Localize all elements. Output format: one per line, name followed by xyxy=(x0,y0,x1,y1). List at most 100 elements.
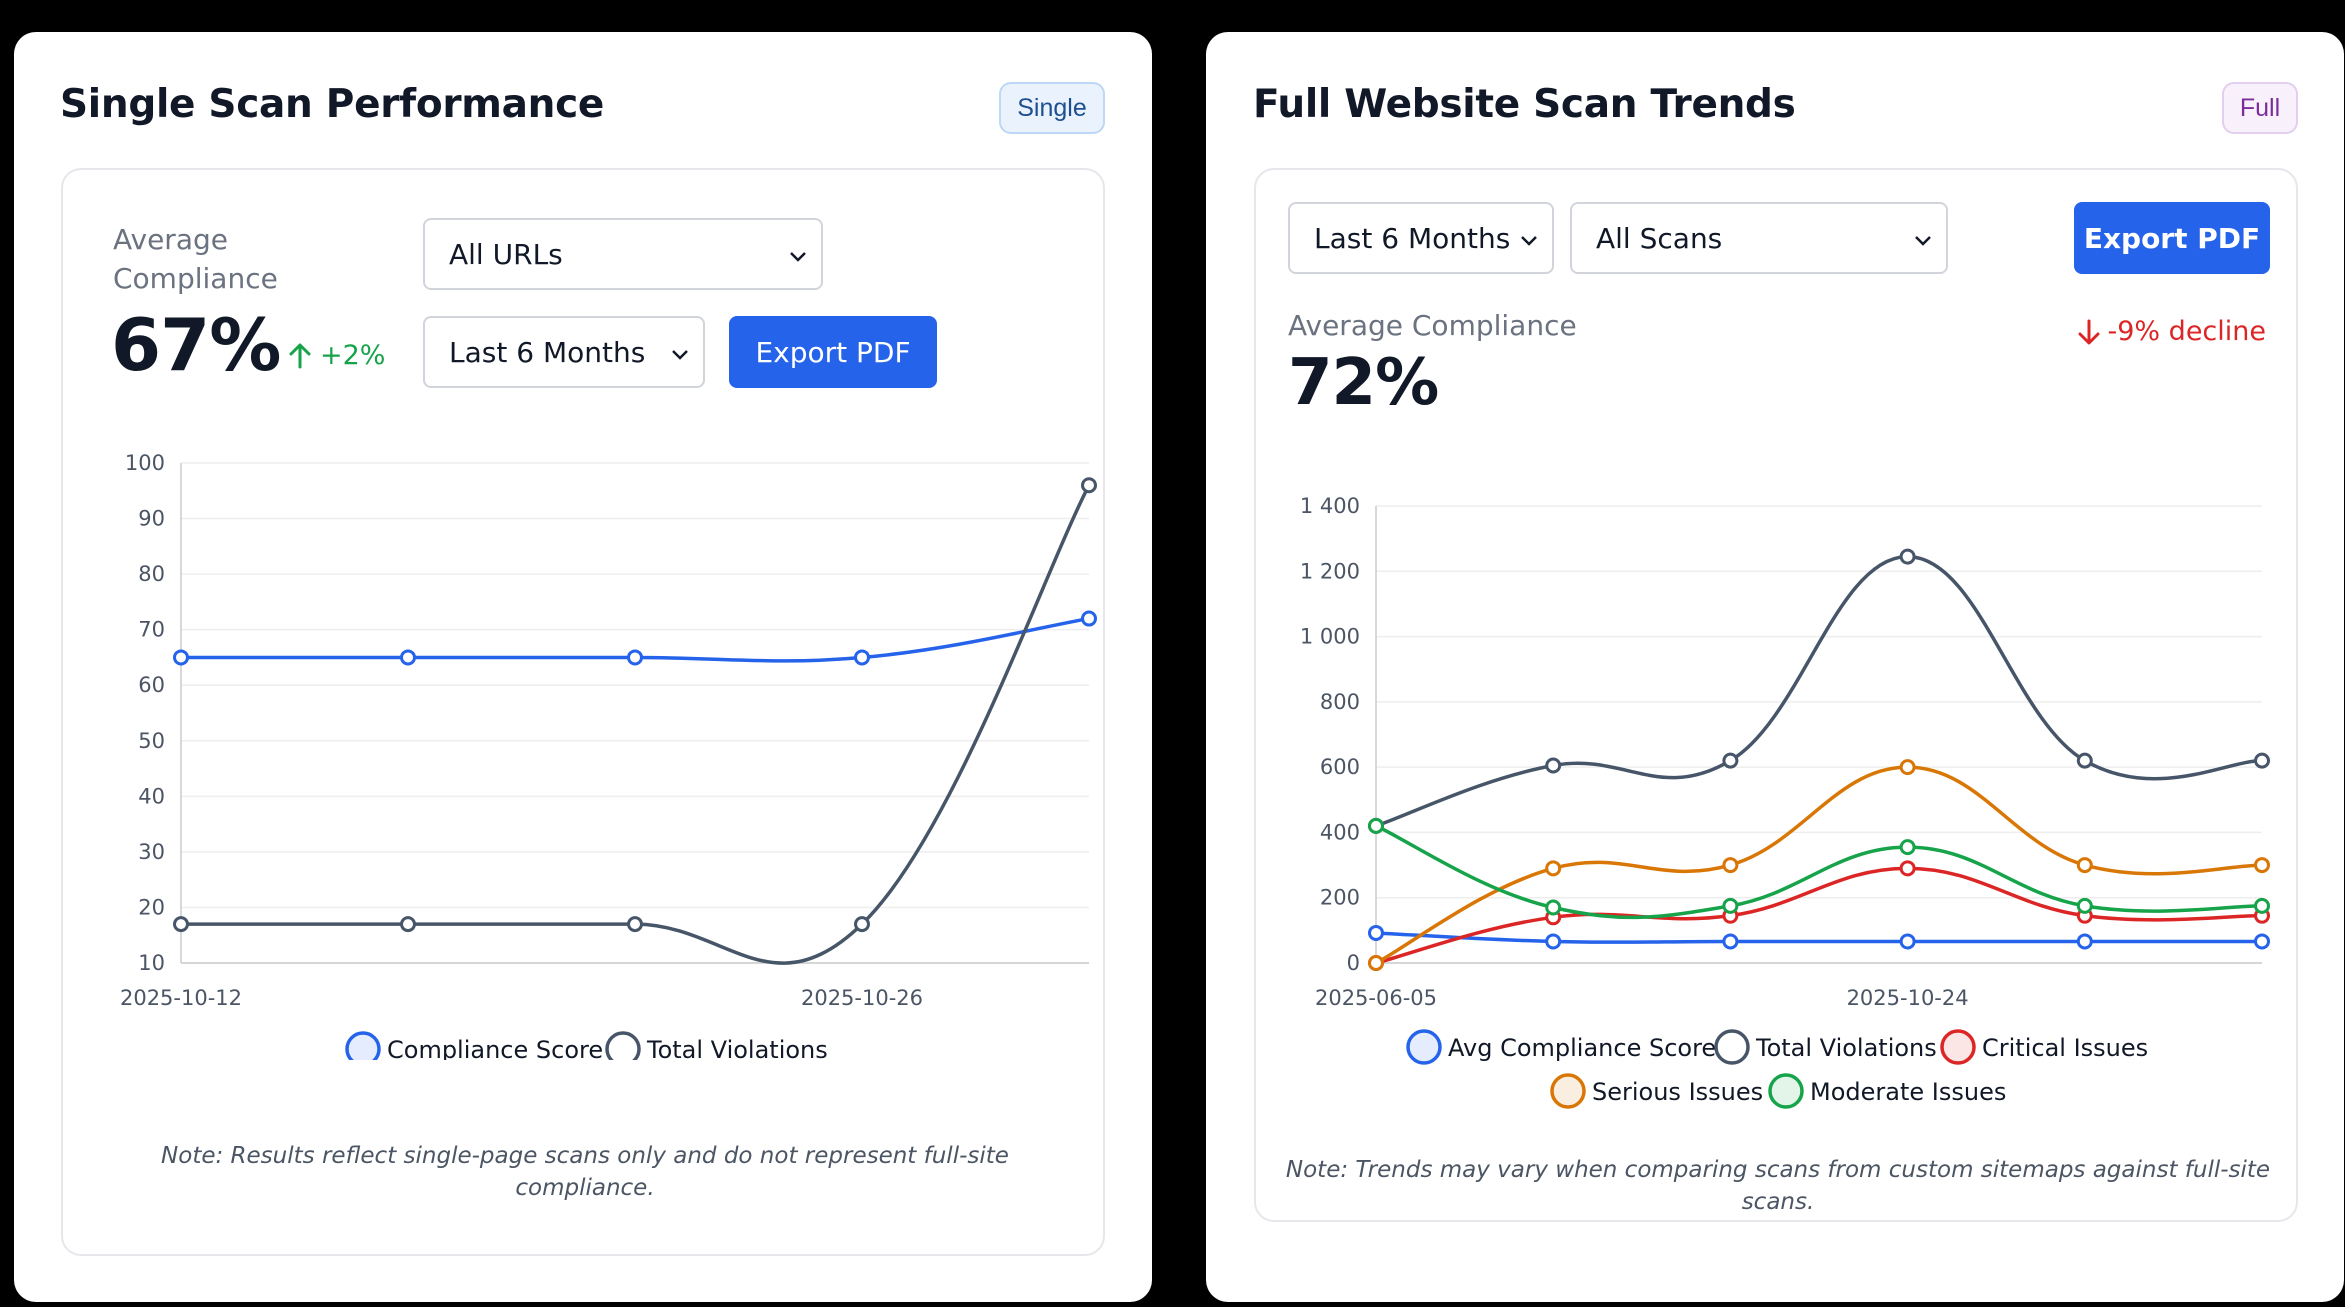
data-point xyxy=(2076,752,2093,769)
single-scan-chart: 100 90 80 70 60 50 40 30 20 10 2025-10-12 2025-10-2… xyxy=(120,451,1097,1060)
y-tick-label: 10 xyxy=(138,951,165,975)
full-card-title: Full Website Scan Trends xyxy=(1253,82,1796,127)
average-compliance-value: 72% xyxy=(1288,346,1439,420)
data-point xyxy=(627,916,643,933)
metric-label-line1: Average xyxy=(113,223,228,256)
data-point xyxy=(2076,933,2093,950)
range-select-value: Last 6 Months xyxy=(449,335,646,369)
data-point xyxy=(854,649,870,666)
full-scan-card: Full Website Scan Trends Full Last 6 Mon… xyxy=(1206,32,2344,1302)
legend-marker[interactable] xyxy=(1714,1029,1750,1065)
legend-marker[interactable] xyxy=(345,1031,381,1060)
data-point xyxy=(2254,752,2270,769)
data-point xyxy=(1545,757,1562,774)
data-point xyxy=(1545,860,1562,877)
single-note: Note: Results reflect single-page scans … xyxy=(123,1140,1047,1204)
legend-label[interactable]: Critical Issues xyxy=(1982,1034,2148,1062)
export-pdf-button[interactable]: Export PDF xyxy=(2074,202,2270,274)
scan-type-select[interactable]: All Scans xyxy=(1570,202,1948,274)
data-point xyxy=(627,649,643,666)
legend-label[interactable]: Avg Compliance Score xyxy=(1448,1034,1716,1062)
legend-marker[interactable] xyxy=(1940,1029,1976,1065)
data-point xyxy=(2254,897,2270,914)
y-tick-label: 0 xyxy=(1347,951,1360,975)
full-scan-chart: 1 400 1 200 1 000 800 600 400 200 0 2025-06-05 20… xyxy=(1300,494,2270,1109)
series-line xyxy=(1375,765,2263,965)
legend-label[interactable]: Total Violations xyxy=(646,1036,828,1060)
chevron-down-icon xyxy=(672,350,688,360)
legend-label[interactable]: Compliance Score xyxy=(387,1036,603,1060)
data-point xyxy=(1368,924,1384,941)
data-point xyxy=(2076,857,2093,874)
legend-label[interactable]: Serious Issues xyxy=(1592,1078,1763,1106)
x-tick-label: 2025-10-26 xyxy=(801,986,923,1010)
data-point xyxy=(1899,860,1916,877)
data-point xyxy=(400,916,416,933)
chevron-down-icon xyxy=(790,252,806,262)
url-select-value: All URLs xyxy=(449,237,563,271)
single-card-title: Single Scan Performance xyxy=(60,82,605,127)
data-point xyxy=(1899,759,1916,776)
data-point xyxy=(2254,933,2270,950)
range-select[interactable]: Last 6 Months xyxy=(423,316,705,388)
series-line xyxy=(1375,931,2262,944)
change-value: +2% xyxy=(320,340,386,371)
data-point xyxy=(2254,857,2270,874)
y-tick-label: 600 xyxy=(1320,755,1360,779)
data-point xyxy=(173,916,189,933)
y-tick-label: 90 xyxy=(138,507,165,531)
data-point xyxy=(1545,933,1562,950)
scan-select-value: All Scans xyxy=(1596,221,1723,255)
arrow-up-icon xyxy=(289,343,311,368)
series-line xyxy=(1375,866,2263,965)
single-panel: Average Compliance 67% +2% All URLs Last… xyxy=(61,168,1105,1256)
y-tick-label: 80 xyxy=(138,562,165,586)
y-tick-label: 20 xyxy=(138,895,165,919)
change-value: -9% decline xyxy=(2107,316,2266,347)
full-note: Note: Trends may vary when comparing sca… xyxy=(1276,1154,2280,1218)
data-point xyxy=(1722,933,1739,950)
y-tick-label: 40 xyxy=(138,784,165,808)
data-point xyxy=(1722,752,1739,769)
x-tick-label: 2025-10-24 xyxy=(1847,986,1969,1010)
note-line2: compliance. xyxy=(515,1175,655,1201)
y-tick-label: 70 xyxy=(138,618,165,642)
y-tick-label: 800 xyxy=(1320,690,1360,714)
note-line2: scans. xyxy=(1741,1189,1815,1215)
compliance-change: -9% decline xyxy=(2078,316,2266,347)
x-tick-label: 2025-10-12 xyxy=(120,986,242,1010)
single-badge: Single xyxy=(999,82,1105,134)
data-point xyxy=(1899,933,1916,950)
data-point xyxy=(1368,955,1384,971)
range-select[interactable]: Last 6 Months xyxy=(1288,202,1554,274)
series-line xyxy=(1375,824,2263,920)
data-point xyxy=(1722,857,1739,874)
full-badge: Full xyxy=(2222,82,2298,134)
legend-marker[interactable] xyxy=(605,1031,641,1060)
legend-label[interactable]: Total Violations xyxy=(1755,1034,1937,1062)
legend-marker[interactable] xyxy=(1550,1073,1586,1109)
data-point xyxy=(1722,897,1739,914)
data-point xyxy=(1899,548,1916,565)
data-point xyxy=(854,916,870,933)
data-point xyxy=(173,649,189,666)
metric-label-line2: Compliance xyxy=(113,262,278,295)
y-tick-label: 1 000 xyxy=(1300,625,1360,649)
data-point xyxy=(1545,899,1562,916)
data-point xyxy=(1081,477,1097,494)
arrow-down-icon xyxy=(2078,319,2100,344)
export-pdf-button[interactable]: Export PDF xyxy=(729,316,937,388)
y-tick-label: 400 xyxy=(1320,820,1360,844)
legend-label[interactable]: Moderate Issues xyxy=(1810,1078,2006,1106)
legend-marker[interactable] xyxy=(1406,1029,1442,1065)
data-point xyxy=(1899,839,1916,856)
legend-marker[interactable] xyxy=(1768,1073,1804,1109)
data-point xyxy=(1081,610,1097,627)
data-point xyxy=(400,649,416,666)
y-tick-label: 1 400 xyxy=(1300,494,1360,518)
data-point xyxy=(2076,897,2093,914)
url-select[interactable]: All URLs xyxy=(423,218,823,290)
average-compliance-value: 67% xyxy=(111,303,281,387)
average-compliance-label: Average Compliance xyxy=(1288,309,1577,342)
y-tick-label: 1 200 xyxy=(1300,559,1360,583)
